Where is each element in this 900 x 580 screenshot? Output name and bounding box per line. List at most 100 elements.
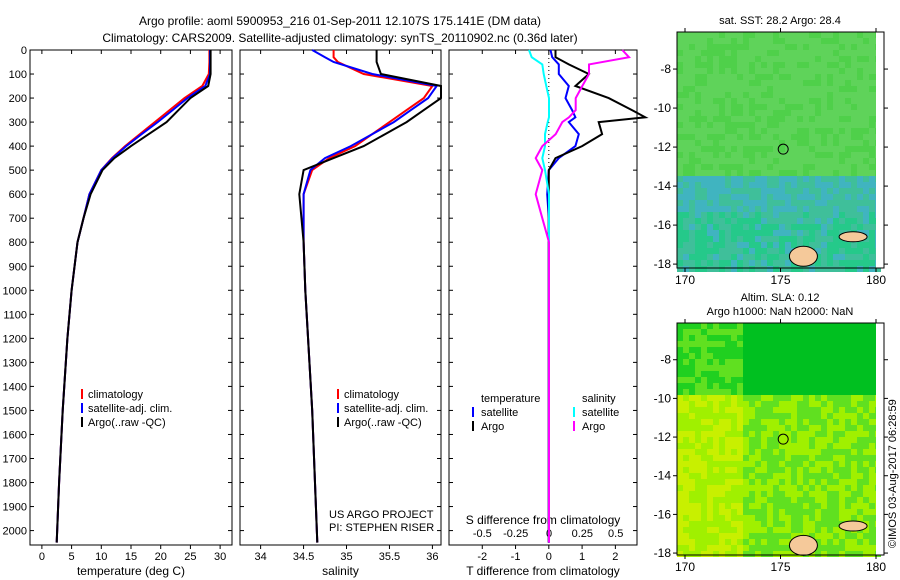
map-cell (725, 128, 731, 134)
map-cell (791, 515, 797, 521)
map-cell (851, 443, 857, 449)
map-cell (857, 68, 863, 74)
map-cell (737, 419, 743, 425)
map-cell (731, 515, 737, 521)
map-cell (755, 206, 761, 212)
map-cell (779, 248, 785, 254)
map-cell (809, 128, 815, 134)
map-cell (821, 248, 827, 254)
map-cell (857, 389, 863, 395)
map-cell (869, 68, 875, 74)
map-cell (731, 533, 737, 539)
map-cell (713, 122, 719, 128)
map-cell (863, 437, 869, 443)
map-cell (857, 32, 863, 38)
map-cell (737, 365, 743, 371)
map-cell (785, 122, 791, 128)
map-cell (701, 497, 707, 503)
map-cell (689, 218, 695, 224)
map-cell (803, 200, 809, 206)
map-cell (797, 365, 803, 371)
map-cell (785, 467, 791, 473)
map-cell (809, 50, 815, 56)
y-tick-label: 1700 (3, 453, 27, 465)
map-cell (803, 341, 809, 347)
map-cell (761, 122, 767, 128)
lat-tick-label: -16 (654, 507, 672, 521)
map-cell (689, 194, 695, 200)
map-cell (725, 50, 731, 56)
map-cell (863, 497, 869, 503)
map-cell (689, 50, 695, 56)
map-cell (839, 449, 845, 455)
map-cell (797, 395, 803, 401)
map-cell (695, 146, 701, 152)
map-cell (737, 323, 743, 329)
map-cell (719, 176, 725, 182)
map-cell (719, 395, 725, 401)
map-cell (839, 437, 845, 443)
map-cell (797, 473, 803, 479)
map-cell (815, 32, 821, 38)
map-cell (845, 413, 851, 419)
map-cell (839, 377, 845, 383)
map-cell (851, 152, 857, 158)
map-cell (821, 116, 827, 122)
map-cell (773, 80, 779, 86)
map-cell (683, 323, 689, 329)
map-cell (869, 218, 875, 224)
map-cell (683, 353, 689, 359)
map-cell (743, 407, 749, 413)
map-cell (683, 50, 689, 56)
map-cell (869, 515, 875, 521)
map-cell (725, 383, 731, 389)
x-axis-label: salinity (322, 564, 359, 578)
map-cell (773, 389, 779, 395)
map-cell (809, 401, 815, 407)
map-cell (863, 140, 869, 146)
map-cell (803, 473, 809, 479)
map-cell (773, 242, 779, 248)
map-cell (677, 335, 683, 341)
map-cell (773, 365, 779, 371)
map-cell (839, 86, 845, 92)
map-cell (725, 38, 731, 44)
map-cell (773, 254, 779, 260)
map-cell (779, 218, 785, 224)
map-cell (749, 491, 755, 497)
map-cell (827, 62, 833, 68)
map-cell (731, 527, 737, 533)
map-cell (761, 335, 767, 341)
map-cell (749, 335, 755, 341)
map-cell (815, 437, 821, 443)
map-cell (707, 545, 713, 551)
map-cell (743, 44, 749, 50)
map-cell (821, 134, 827, 140)
map-cell (797, 527, 803, 533)
map-cell (851, 128, 857, 134)
map-cell (827, 86, 833, 92)
map-cell (749, 539, 755, 545)
map-cell (695, 68, 701, 74)
map-cell (821, 230, 827, 236)
map-cell (749, 32, 755, 38)
map-cell (767, 461, 773, 467)
map-cell (779, 56, 785, 62)
map-cell (767, 521, 773, 527)
map-cell (809, 218, 815, 224)
map-cell (863, 485, 869, 491)
map-cell (821, 200, 827, 206)
map-cell (737, 539, 743, 545)
map-cell (707, 170, 713, 176)
map-cell (683, 128, 689, 134)
map-cell (863, 479, 869, 485)
map-cell (749, 200, 755, 206)
map-cell (815, 533, 821, 539)
map-cell (773, 74, 779, 80)
map-cell (707, 461, 713, 467)
map-cell (725, 413, 731, 419)
map-cell (821, 485, 827, 491)
map-cell (851, 329, 857, 335)
map-cell (767, 407, 773, 413)
map-cell (803, 509, 809, 515)
